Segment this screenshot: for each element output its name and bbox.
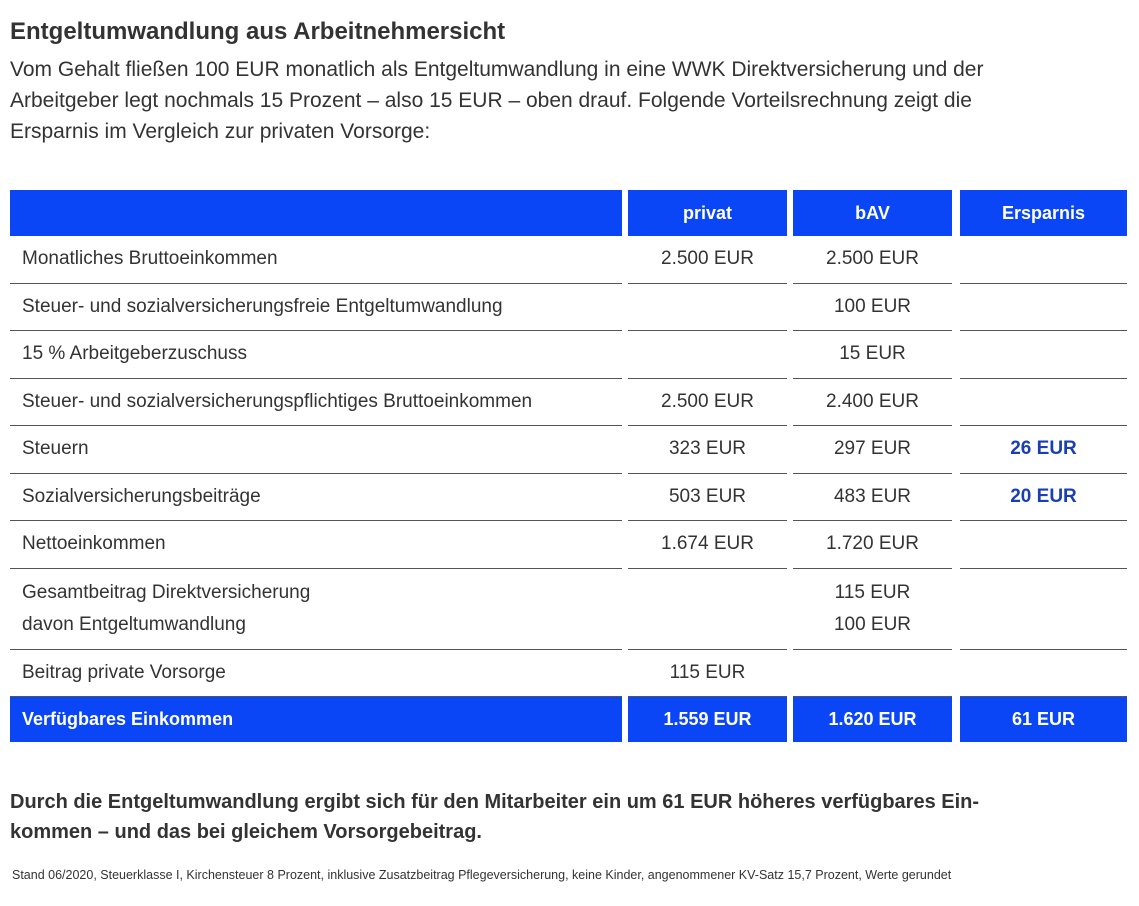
total-text: 61 EUR <box>1011 709 1076 729</box>
table-cell: Steuern <box>10 426 622 474</box>
cell-text: 115 EUR <box>834 581 911 603</box>
intro-line: Ersparnis im Vergleich zur privaten Vors… <box>10 120 431 143</box>
cell-text: Steuern <box>22 438 89 460</box>
cell-text: 483 EUR <box>833 485 912 507</box>
table-cell: 20 EUR <box>960 474 1127 521</box>
table-cell: 115 EUR <box>628 650 787 697</box>
table-cell <box>793 650 952 697</box>
cell-text: Nettoeinkommen <box>22 533 166 555</box>
intro-line: Arbeitgeber legt nochmals 15 Prozent – a… <box>10 89 972 112</box>
table-cell: Steuer- und sozialversicherungspflichtig… <box>10 379 622 426</box>
conclusion-line: Durch die Entgeltumwandlung ergibt sich … <box>10 791 980 813</box>
table-cell <box>960 521 1127 569</box>
table-cell: 26 EUR <box>960 426 1127 474</box>
total-text: 1.620 EUR <box>828 709 917 729</box>
table-cell: 1.674 EUR <box>628 521 787 569</box>
cell-text: Sozialversicherungsbeiträge <box>22 485 261 507</box>
cell-text: 26 EUR <box>1010 438 1077 460</box>
total-cell: 1.620 EUR <box>793 697 952 742</box>
cell-text: 15 % Arbeitgeberzuschuss <box>22 343 247 365</box>
cell-text: 2.500 EUR <box>661 390 754 412</box>
table-cell <box>960 331 1127 379</box>
table-cell <box>960 284 1127 331</box>
table-cell <box>960 569 1127 650</box>
total-cell: 1.559 EUR <box>628 697 787 742</box>
table-cell: 483 EUR <box>793 474 952 521</box>
cell-text: Beitrag private Vorsorge <box>22 661 226 683</box>
cell-text: 323 EUR <box>668 438 747 460</box>
table-cell <box>960 379 1127 426</box>
table-cell: 2.500 EUR <box>628 379 787 426</box>
table-cell: 2.500 EUR <box>793 236 952 284</box>
table-cell <box>628 284 787 331</box>
table-cell: Gesamtbeitrag Direktversicherung davon En… <box>10 569 622 650</box>
table-cell: 323 EUR <box>628 426 787 474</box>
total-text: Verfügbares Einkommen <box>22 709 234 729</box>
footnote: Stand 06/2020, Steuerklasse I, Kirchenst… <box>12 868 952 882</box>
table-cell: Nettoeinkommen <box>10 521 622 569</box>
total-cell: 61 EUR <box>960 697 1127 742</box>
cell-text: 2.400 EUR <box>826 390 919 412</box>
table-cell: 1.720 EUR <box>793 521 952 569</box>
cell-text: Steuer- und sozialversicherungspflichtig… <box>22 390 533 412</box>
cell-text: 20 EUR <box>1010 485 1077 507</box>
table-cell: 297 EUR <box>793 426 952 474</box>
header-cell: bAV <box>793 190 952 236</box>
cell-text: 100 EUR <box>833 613 912 635</box>
column-header: Ersparnis <box>1001 202 1086 223</box>
cell-text: 1.674 EUR <box>661 533 754 555</box>
cell-text: Steuer- und sozialversicherungsfreie Ent… <box>22 295 503 317</box>
total-text: 1.559 EUR <box>663 709 752 729</box>
table-cell: Beitrag private Vorsorge <box>10 650 622 697</box>
table-cell: 503 EUR <box>628 474 787 521</box>
cell-text: davon Entgeltumwandlung <box>22 613 246 635</box>
column-header: privat <box>682 202 733 223</box>
header-cell: Ersparnis <box>960 190 1127 236</box>
cell-text: 100 EUR <box>833 295 912 317</box>
cell-text: 2.500 EUR <box>826 248 919 270</box>
table-cell <box>628 569 787 650</box>
table-cell <box>628 331 787 379</box>
cell-text: 503 EUR <box>668 485 747 507</box>
header-cell <box>10 190 622 236</box>
table-cell: 2.400 EUR <box>793 379 952 426</box>
header-cell: privat <box>628 190 787 236</box>
table-cell <box>960 650 1127 697</box>
title: Entgeltumwandlung aus Arbeitnehmersicht <box>10 18 506 45</box>
table-cell <box>960 236 1127 284</box>
table-cell: 2.500 EUR <box>628 236 787 284</box>
cell-text: Gesamtbeitrag Direktversicherung <box>22 581 311 603</box>
table-cell: Sozialversicherungsbeiträge <box>10 474 622 521</box>
table-cell: 100 EUR <box>793 284 952 331</box>
intro-line: Vom Gehalt fließen 100 EUR monatlich als… <box>10 58 984 81</box>
cell-text: 1.720 EUR <box>826 533 919 555</box>
total-cell: Verfügbares Einkommen <box>10 697 622 742</box>
cell-text: 15 EUR <box>839 343 906 365</box>
cell-text: 2.500 EUR <box>661 248 754 270</box>
table-cell: 15 EUR <box>793 331 952 379</box>
cell-text: 115 EUR <box>669 661 746 683</box>
table-cell: 15 % Arbeitgeberzuschuss <box>10 331 622 379</box>
table-cell: Steuer- und sozialversicherungsfreie Ent… <box>10 284 622 331</box>
table-cell: Monatliches Bruttoeinkommen <box>10 236 622 284</box>
cell-text: 297 EUR <box>833 438 912 460</box>
column-header: bAV <box>855 202 890 223</box>
conclusion-line: kommen – und das bei gleichem Vorsorgebe… <box>10 821 482 843</box>
cell-text: Monatliches Bruttoeinkommen <box>22 248 278 270</box>
table-cell: 115 EUR 100 EUR <box>793 569 952 650</box>
